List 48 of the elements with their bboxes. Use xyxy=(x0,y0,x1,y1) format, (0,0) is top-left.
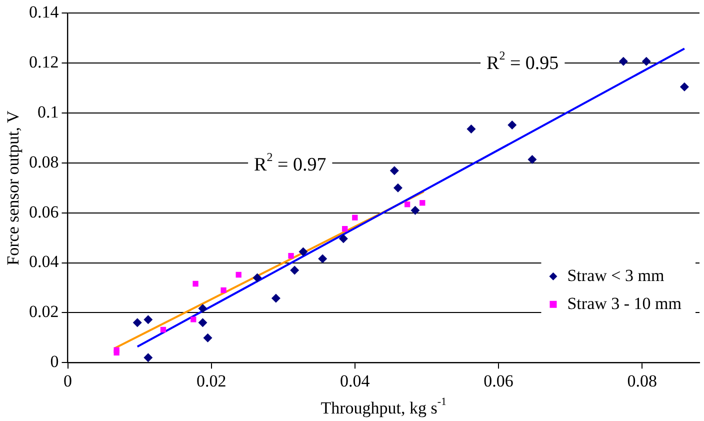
x-tick-label: 0 xyxy=(64,371,72,390)
point xyxy=(203,333,212,342)
x-tick-label: 0.04 xyxy=(340,371,370,390)
y-tick-label: 0.06 xyxy=(29,202,59,222)
point xyxy=(410,206,420,215)
point xyxy=(290,266,300,275)
y-axis-title: Force sensor output, V xyxy=(3,110,22,266)
point xyxy=(192,280,198,287)
point xyxy=(390,166,399,176)
point xyxy=(404,202,410,208)
point xyxy=(466,124,476,134)
legend-label: Straw 3 - 10 mm xyxy=(567,294,682,313)
point xyxy=(252,273,262,282)
point xyxy=(338,234,348,244)
point xyxy=(618,56,628,66)
point xyxy=(528,154,537,164)
point xyxy=(271,294,280,303)
y-tick-label: 0 xyxy=(50,352,59,372)
legend-label: Straw < 3 mm xyxy=(567,266,664,285)
point xyxy=(220,287,226,294)
point xyxy=(198,318,208,328)
y-tick-label: 0.1 xyxy=(38,102,59,122)
y-tick-label: 0.02 xyxy=(29,302,59,322)
point xyxy=(298,247,308,256)
point xyxy=(318,254,328,264)
x-tick-label: 0.06 xyxy=(484,371,514,390)
point xyxy=(393,183,402,192)
y-tick-label: 0.12 xyxy=(29,52,59,72)
point xyxy=(236,272,242,278)
point xyxy=(420,200,426,206)
point xyxy=(114,350,120,356)
point xyxy=(352,214,358,220)
point xyxy=(144,353,153,362)
y-tick-label: 0.04 xyxy=(29,252,60,272)
point xyxy=(198,304,208,313)
point xyxy=(190,316,196,322)
point xyxy=(508,120,517,130)
point xyxy=(144,315,153,324)
point xyxy=(132,318,142,328)
point xyxy=(642,56,651,66)
x-tick-label: 0.08 xyxy=(627,371,657,390)
point xyxy=(288,252,294,259)
x-tick-label: 0.02 xyxy=(196,371,226,390)
point xyxy=(342,226,348,232)
y-tick-label: 0.08 xyxy=(29,152,59,172)
point xyxy=(680,82,689,92)
point xyxy=(160,326,166,332)
y-tick-label: 0.14 xyxy=(29,2,60,22)
